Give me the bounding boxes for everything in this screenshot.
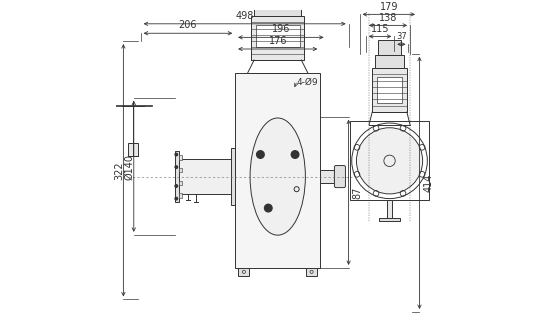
Bar	[377, 77, 402, 103]
Bar	[235, 73, 321, 268]
Bar	[350, 122, 429, 200]
Bar	[179, 181, 182, 185]
Circle shape	[175, 153, 177, 156]
Bar	[128, 143, 138, 156]
Text: 176: 176	[269, 36, 287, 46]
Bar	[256, 25, 300, 47]
Bar	[387, 200, 393, 217]
Circle shape	[264, 204, 272, 212]
Text: 138: 138	[379, 13, 397, 23]
Bar	[232, 148, 235, 205]
Ellipse shape	[250, 118, 305, 235]
Text: 196: 196	[272, 24, 290, 34]
FancyBboxPatch shape	[334, 166, 346, 187]
Bar	[251, 16, 305, 60]
Text: 4-Ø9: 4-Ø9	[296, 78, 318, 87]
Bar	[372, 68, 407, 112]
Circle shape	[358, 129, 421, 192]
Text: 87: 87	[353, 186, 363, 199]
Bar	[321, 170, 337, 183]
Circle shape	[175, 197, 177, 200]
Circle shape	[175, 185, 177, 187]
Text: 179: 179	[379, 2, 398, 12]
Bar	[179, 193, 182, 198]
Bar	[175, 159, 235, 194]
Text: 206: 206	[179, 20, 197, 30]
Text: 322: 322	[115, 161, 124, 180]
Bar	[179, 156, 182, 160]
Bar	[179, 168, 182, 172]
Bar	[175, 151, 179, 202]
Bar	[378, 39, 401, 55]
Text: 498: 498	[235, 11, 254, 21]
Bar	[259, 0, 296, 3]
Bar	[375, 55, 403, 68]
Text: Ø140: Ø140	[124, 154, 135, 180]
Circle shape	[175, 166, 177, 169]
Bar	[379, 217, 400, 221]
Text: 115: 115	[371, 23, 389, 34]
Circle shape	[291, 151, 299, 158]
Text: 37: 37	[396, 32, 407, 41]
Circle shape	[257, 151, 264, 158]
Bar	[306, 268, 317, 276]
Bar	[239, 268, 250, 276]
Bar	[254, 3, 301, 16]
Text: 414: 414	[423, 174, 433, 192]
